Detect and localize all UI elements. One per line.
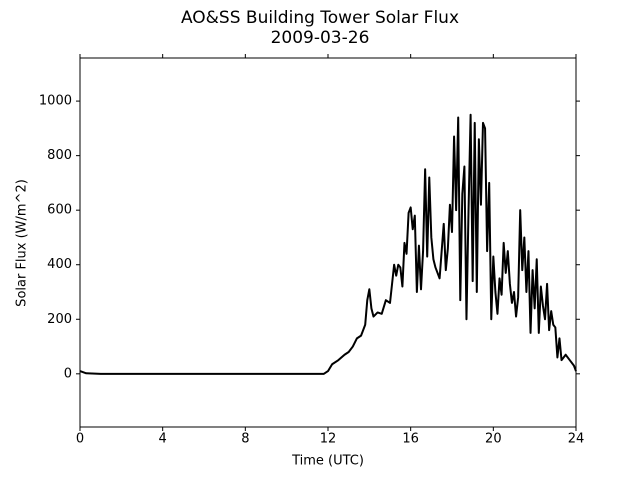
x-tick-label: 12: [320, 432, 337, 447]
chart-subtitle: 2009-03-26: [271, 28, 370, 48]
y-tick-label: 800: [47, 148, 72, 163]
x-tick-label: 16: [402, 432, 419, 447]
x-tick-label: 0: [76, 432, 84, 447]
y-tick-label: 200: [47, 312, 72, 327]
y-tick-label: 400: [47, 257, 72, 272]
x-axis-label: Time (UTC): [291, 454, 364, 469]
y-tick-label: 1000: [39, 94, 72, 109]
x-tick-label: 20: [485, 432, 502, 447]
y-tick-label: 600: [47, 203, 72, 218]
y-axis-label: Solar Flux (W/m^2): [15, 179, 30, 307]
x-tick-label: 24: [568, 432, 585, 447]
y-tick-label: 0: [64, 366, 72, 381]
plot-frame: [79, 57, 577, 428]
chart-title: AO&SS Building Tower Solar Flux: [181, 8, 459, 28]
flux-line: [79, 113, 577, 375]
x-tick-label: 8: [241, 432, 249, 447]
x-tick-label: 4: [159, 432, 167, 447]
